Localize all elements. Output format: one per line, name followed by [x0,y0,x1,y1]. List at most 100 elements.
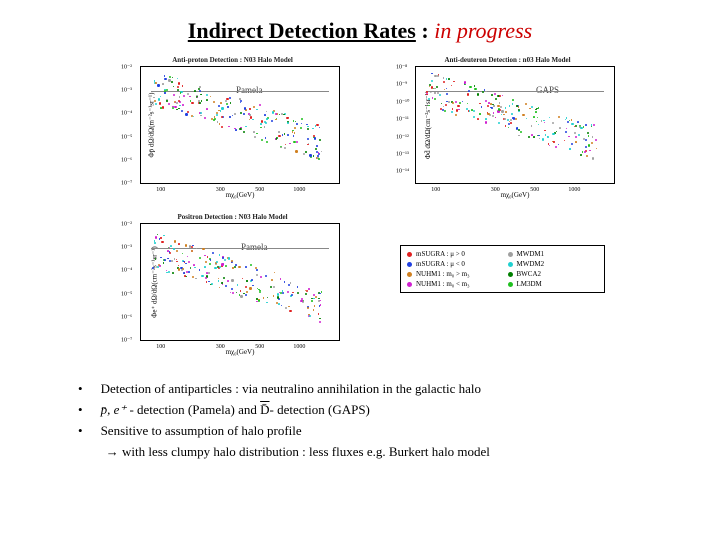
data-point [426,91,428,93]
y-tick: 10⁻⁸ [396,64,407,71]
data-point [187,111,189,113]
data-point [225,100,227,102]
legend-marker [508,282,513,287]
data-point [242,278,243,279]
data-point [288,306,290,308]
legend-label: BWCA2 [517,270,542,278]
data-point [188,261,190,263]
data-point [315,148,317,150]
x-tick: 1000 [293,344,305,350]
data-point [434,88,436,90]
data-point [264,114,266,116]
data-point [575,125,577,127]
data-point [462,101,463,102]
data-point [256,109,257,110]
data-point [222,257,224,259]
data-point [309,154,311,156]
data-point [205,277,207,279]
y-tick: 10⁻¹² [396,133,409,140]
data-point [583,138,585,140]
data-point [277,293,279,295]
data-point [443,106,444,107]
data-point [568,136,570,138]
data-point [303,153,305,155]
data-point [518,110,520,112]
data-point [318,158,320,160]
data-point [516,127,518,129]
data-point [229,116,230,117]
data-point [216,114,218,116]
x-axis-label: mχ₀(GeV) [501,191,530,199]
legend-item: LM3DM [508,280,599,288]
data-point [591,126,592,127]
data-point [321,151,323,153]
data-point [265,275,267,277]
data-point [157,84,159,86]
data-point [246,280,247,281]
data-point [479,103,481,105]
bullet-row: → with less clumpy halo distribution : l… [78,443,680,462]
data-point [235,264,237,266]
data-point [286,117,288,119]
legend-label: MWDM1 [517,250,545,258]
data-point [271,120,273,122]
data-point [206,94,208,96]
data-point [182,253,183,254]
chart-antiproton: Anti-proton Detection : N03 Halo ModelΦp… [110,56,355,201]
data-point [232,292,234,294]
y-tick: 10⁻⁴ [121,110,132,117]
title-main: Indirect Detection Rates [188,18,416,43]
experiment-line [426,91,604,92]
data-point [191,246,193,248]
data-point [240,102,241,103]
data-point [312,128,313,129]
data-point [441,103,442,104]
data-point [505,111,507,113]
data-point [459,102,461,104]
data-point [292,130,293,131]
data-point [189,96,190,97]
data-point [285,307,287,309]
data-point [592,136,594,138]
data-point [200,94,202,96]
data-point [455,101,457,103]
data-point [431,73,432,74]
data-point [556,131,557,132]
data-point [284,281,286,283]
data-point [592,157,594,159]
data-point [264,126,265,127]
data-point [219,123,220,124]
data-point [206,108,208,110]
bullet-dot: • [78,401,83,420]
data-point [154,240,155,241]
data-point [319,321,321,323]
data-point [318,313,319,314]
data-point [284,133,285,134]
data-point [464,84,465,85]
data-point [158,98,160,100]
data-point [275,119,277,121]
data-point [261,120,263,122]
data-point [157,234,158,235]
data-point [296,123,298,125]
data-point [195,278,196,279]
data-point [485,121,487,123]
data-point [510,119,512,121]
data-point [194,90,196,92]
data-point [279,114,281,116]
y-axis-label: Φe⁺ dΩ/dΩ(cm⁻²s⁻¹sr⁻¹) [151,246,159,317]
data-point [228,257,230,259]
y-tick: 10⁻¹⁴ [396,168,409,175]
x-tick: 300 [491,187,500,193]
data-point [263,297,265,299]
data-point [501,110,503,112]
data-point [555,146,557,148]
data-point [155,82,157,84]
legend: mSUGRA : μ > 0mSUGRA : μ < 0NUHM1 : m₀ >… [400,245,605,293]
data-point [292,292,293,293]
data-point [273,295,274,296]
x-tick: 100 [156,187,165,193]
y-tick: 10⁻⁶ [121,313,132,320]
data-point [278,298,280,300]
data-point [287,122,289,124]
